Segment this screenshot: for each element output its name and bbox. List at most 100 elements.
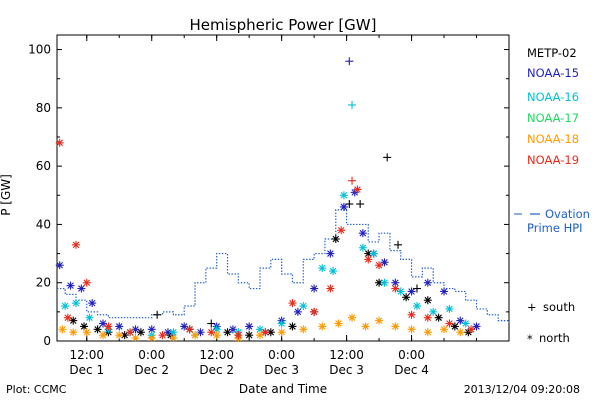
point-noaa-18 [115,331,124,340]
y-tick-label: 40 [36,217,51,231]
point-noaa-19 [326,284,335,293]
y-axis-label: P [GW] [0,174,13,216]
y-tick-label: 20 [36,276,51,290]
ovation-step-line [57,209,510,324]
point-noaa-19 [364,255,373,264]
north-marker-symbol: * [527,332,533,346]
point-noaa-16 [299,302,308,311]
point-noaa-15 [345,57,354,66]
point-metp-02 [383,153,392,162]
x-tick-label-date: Dec 2 [199,363,234,377]
point-noaa-19 [104,322,113,331]
south-marker-symbol: + [527,300,537,314]
point-noaa-18 [318,322,327,331]
point-noaa-19 [407,310,416,319]
x-tick-label-date: Dec 3 [264,363,299,377]
x-tick-label-date: Dec 1 [69,363,104,377]
y-tick-label: 60 [36,159,51,173]
point-noaa-19 [158,331,167,340]
legend-noaa19: NOAA-19 [527,153,579,167]
data-points [55,57,481,343]
point-metp-02 [136,328,145,337]
point-metp-02 [402,293,411,302]
point-noaa-18 [169,334,178,343]
x-tick-label-date: Dec 2 [134,363,169,377]
point-noaa-18 [361,322,370,331]
point-noaa-19 [310,307,319,316]
point-noaa-15 [472,322,481,331]
plot-credit: Plot: CCMC [6,383,67,396]
point-noaa-15 [310,284,319,293]
legend-noaa18: NOAA-18 [527,132,579,146]
point-metp-02 [80,322,89,331]
point-metp-02 [288,322,297,331]
point-noaa-18 [440,325,449,334]
point-metp-02 [434,313,443,322]
x-tick-label-time: 0:00 [138,348,165,362]
point-noaa-15 [407,287,416,296]
point-noaa-15 [77,284,86,293]
point-noaa-16 [71,299,80,308]
x-tick-label-date: Dec 3 [329,363,364,377]
legend-ovation-line2: Prime HPI [527,221,583,235]
point-noaa-15 [196,328,205,337]
point-noaa-15 [339,202,348,211]
point-noaa-15 [88,299,97,308]
timestamp: 2013/12/04 09:20:08 [464,383,580,396]
point-noaa-18 [299,325,308,334]
point-noaa-19 [82,278,91,287]
point-noaa-16 [277,319,286,328]
point-noaa-18 [407,325,416,334]
point-noaa-16 [329,267,338,276]
point-noaa-15 [423,278,432,287]
y-tick-label: 80 [36,101,51,115]
point-noaa-19 [348,176,357,185]
point-metp-02 [356,200,365,209]
point-metp-02 [69,316,78,325]
legend-north: north [539,331,570,345]
point-noaa-19 [353,185,362,194]
point-noaa-15 [391,278,400,287]
point-noaa-19 [185,325,194,334]
x-tick-label-time: 0:00 [268,348,295,362]
point-noaa-16 [461,319,470,328]
point-noaa-18 [191,331,200,340]
point-noaa-16 [348,100,357,109]
point-noaa-16 [61,302,70,311]
x-tick-label-time: 12:00 [329,348,364,362]
point-metp-02 [245,331,254,340]
x-tick-label-time: 12:00 [199,348,234,362]
point-noaa-19 [391,284,400,293]
point-noaa-16 [369,249,378,258]
point-noaa-19 [423,313,432,322]
point-noaa-16 [339,191,348,200]
point-noaa-18 [423,328,432,337]
point-noaa-15 [326,249,335,258]
point-noaa-18 [277,328,286,337]
point-metp-02 [93,325,102,334]
point-noaa-18 [375,316,384,325]
point-noaa-15 [245,322,254,331]
legend-metp02: METP-02 [527,46,577,60]
point-noaa-19 [288,299,297,308]
point-noaa-19 [55,138,64,147]
point-metp-02 [394,240,403,249]
point-noaa-19 [337,226,346,235]
point-noaa-16 [396,287,405,296]
point-noaa-16 [85,313,94,322]
point-noaa-15 [66,281,75,290]
point-noaa-15 [55,261,64,270]
point-noaa-15 [358,229,367,238]
point-noaa-18 [82,328,91,337]
x-tick-label-time: 0:00 [398,348,425,362]
legend-noaa16: NOAA-16 [527,90,579,104]
y-tick-label: 100 [28,43,51,57]
point-metp-02 [423,296,432,305]
chart-title: Hemispheric Power [GW] [190,16,377,34]
point-noaa-18 [456,328,465,337]
point-noaa-18 [131,334,140,343]
y-tick-label: 0 [43,334,51,348]
